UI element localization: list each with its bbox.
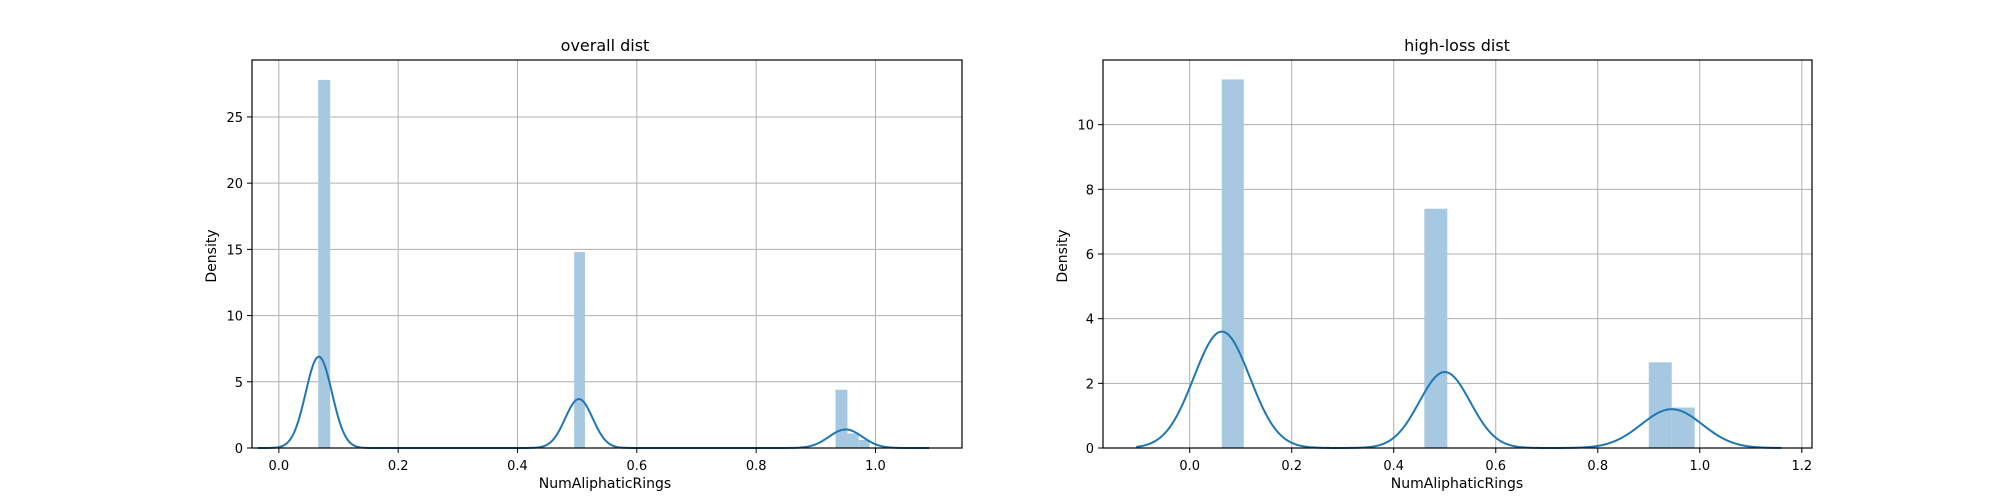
kde-line bbox=[257, 355, 930, 449]
x-tick-label: 0.0 bbox=[1179, 459, 1200, 474]
x-tick-label: 0.0 bbox=[269, 459, 290, 474]
y-tick-label: 4 bbox=[1086, 313, 1094, 328]
histogram-bar bbox=[1648, 362, 1672, 448]
y-tick-label: 15 bbox=[226, 243, 243, 258]
x-tick-label: 0.4 bbox=[507, 459, 528, 474]
histogram-bar bbox=[1424, 208, 1448, 448]
histogram-bar bbox=[858, 440, 870, 448]
histogram-bar bbox=[574, 252, 585, 448]
y-tick-label: 10 bbox=[1077, 119, 1094, 134]
y-axis-label: Density bbox=[1055, 229, 1071, 282]
x-tick-label: 0.4 bbox=[1383, 459, 1404, 474]
y-axis-label: Density bbox=[204, 229, 220, 282]
x-axis-label: NumAliphaticRings bbox=[1391, 476, 1523, 492]
y-tick-label: 25 bbox=[226, 111, 243, 126]
histogram-bar bbox=[1671, 407, 1695, 448]
x-axis-label: NumAliphaticRings bbox=[539, 476, 671, 492]
y-tick-label: 5 bbox=[235, 376, 243, 391]
chart-title: overall dist bbox=[561, 36, 650, 55]
x-tick-label: 1.0 bbox=[1689, 459, 1710, 474]
y-tick-label: 0 bbox=[235, 442, 243, 457]
histogram-bar bbox=[835, 389, 848, 448]
y-tick-label: 8 bbox=[1086, 183, 1094, 198]
plot-area bbox=[252, 60, 962, 449]
x-tick-label: 0.2 bbox=[388, 459, 409, 474]
kde-line bbox=[1136, 330, 1782, 449]
x-tick-label: 0.2 bbox=[1281, 459, 1302, 474]
histogram-bar bbox=[847, 433, 859, 448]
axes-frame bbox=[251, 59, 963, 449]
histogram-bar bbox=[318, 79, 331, 449]
y-tick-label: 0 bbox=[1086, 442, 1094, 457]
overall-dist-panel: overall dist NumAliphaticRings Density 0… bbox=[204, 36, 963, 492]
x-tick-label: 1.2 bbox=[1791, 459, 1812, 474]
y-tick-label: 20 bbox=[226, 177, 243, 192]
y-tick-label: 2 bbox=[1086, 377, 1094, 392]
x-tick-label: 1.0 bbox=[865, 459, 886, 474]
x-tick-label: 0.8 bbox=[1587, 459, 1608, 474]
high-loss-dist-panel: high-loss dist NumAliphaticRings Density… bbox=[1055, 36, 1813, 492]
y-tick-label: 6 bbox=[1086, 248, 1094, 263]
y-tick-label: 10 bbox=[226, 310, 243, 325]
x-tick-label: 0.6 bbox=[1485, 459, 1506, 474]
x-tick-label: 0.8 bbox=[746, 459, 767, 474]
x-tick-label: 0.6 bbox=[626, 459, 647, 474]
histogram-bar bbox=[1221, 79, 1244, 449]
chart-title: high-loss dist bbox=[1404, 36, 1510, 55]
plot-area bbox=[1103, 60, 1812, 449]
